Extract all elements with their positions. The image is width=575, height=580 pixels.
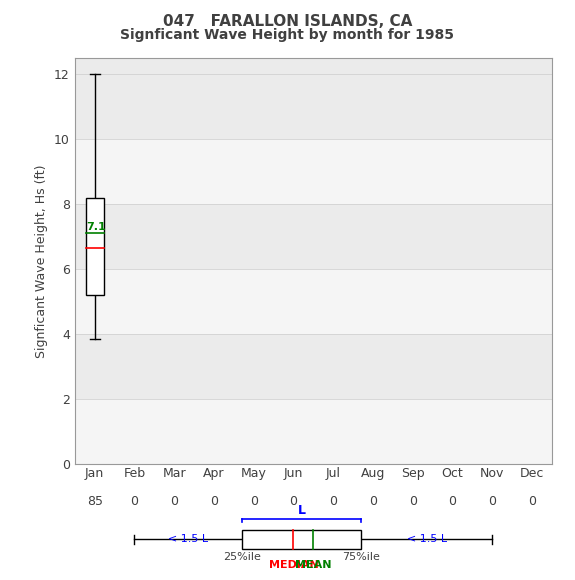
Text: 0: 0 xyxy=(210,495,218,508)
Text: 0: 0 xyxy=(488,495,496,508)
Text: 0: 0 xyxy=(448,495,457,508)
Bar xyxy=(75,139,552,204)
Text: 25%ile: 25%ile xyxy=(223,552,260,562)
Bar xyxy=(75,399,552,464)
Text: < 1.5 L: < 1.5 L xyxy=(407,534,447,545)
Text: 7.1: 7.1 xyxy=(86,222,106,232)
Text: Signficant Wave Height by month for 1985: Signficant Wave Height by month for 1985 xyxy=(121,28,454,42)
Text: 0: 0 xyxy=(409,495,417,508)
Text: 75%ile: 75%ile xyxy=(342,552,380,562)
Text: < 1.5 L: < 1.5 L xyxy=(168,534,208,545)
Text: 0: 0 xyxy=(250,495,258,508)
Bar xyxy=(75,269,552,334)
Bar xyxy=(75,74,552,139)
Text: 0: 0 xyxy=(528,495,536,508)
Y-axis label: Signficant Wave Height, Hs (ft): Signficant Wave Height, Hs (ft) xyxy=(36,164,48,358)
Text: 0: 0 xyxy=(369,495,377,508)
Bar xyxy=(75,334,552,399)
Text: 85: 85 xyxy=(87,495,102,508)
Text: 0: 0 xyxy=(170,495,178,508)
Text: 0: 0 xyxy=(289,495,297,508)
Text: MEAN: MEAN xyxy=(295,560,332,570)
Text: 0: 0 xyxy=(329,495,338,508)
Text: L: L xyxy=(297,504,305,517)
Text: MEDIAN: MEDIAN xyxy=(269,560,319,570)
Bar xyxy=(242,530,361,549)
Text: 047   FARALLON ISLANDS, CA: 047 FARALLON ISLANDS, CA xyxy=(163,14,412,30)
Bar xyxy=(75,204,552,269)
Bar xyxy=(86,198,104,295)
Text: 0: 0 xyxy=(131,495,139,508)
